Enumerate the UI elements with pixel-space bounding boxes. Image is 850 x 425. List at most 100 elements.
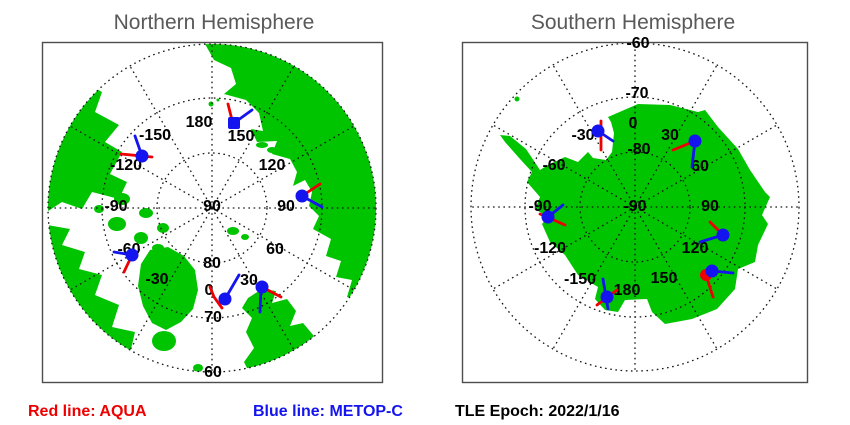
- lat-label-m70: -70: [625, 85, 648, 102]
- island-uk-1: [193, 364, 203, 372]
- satellite-marker: [119, 134, 154, 163]
- lat-label-m90: -90: [623, 198, 646, 215]
- north-hemisphere-panel: 180 -150 150 -120 120 -90 90 -60 60 -30 …: [41, 41, 384, 384]
- lat-label-70: 70: [204, 309, 222, 326]
- satellite-marker: [295, 182, 324, 209]
- satellite-dot: [228, 117, 240, 129]
- satellite-dot: [591, 124, 605, 138]
- island-arctic-8: [152, 244, 164, 252]
- satellite-dot: [295, 189, 309, 203]
- island-arctic-4: [108, 217, 126, 231]
- landmass-antarctica: [500, 104, 770, 324]
- legend-row: Red line: AQUA Blue line: METOP-C TLE Ep…: [28, 403, 620, 420]
- island-uk-2: [204, 370, 212, 372]
- satellite-marker: [538, 203, 567, 227]
- island-severnaya-2: [267, 147, 277, 153]
- satellite-marker: [226, 102, 254, 129]
- satellite-marker: [671, 134, 702, 169]
- lat-label-60: 60: [204, 364, 222, 381]
- latitude-ring-60: [47, 43, 377, 373]
- lon-label-60: 60: [691, 158, 709, 175]
- satellite-marker: [255, 280, 283, 314]
- lon-label-150: 150: [651, 270, 678, 287]
- legend-blue-metopc: Blue line: METOP-C: [253, 403, 403, 420]
- island-arctic-2: [114, 193, 130, 205]
- lon-label-0: 0: [629, 115, 638, 132]
- meridian-m60: [69, 207, 213, 291]
- landmass-eurasia: [205, 44, 376, 372]
- lon-label-30: 30: [240, 272, 258, 289]
- north-map-title: Northern Hemisphere: [114, 11, 315, 34]
- lon-label-m150: -150: [564, 271, 596, 288]
- lon-label-m30: -30: [571, 127, 594, 144]
- lon-label-90: 90: [277, 198, 295, 215]
- satellite-marker: [208, 273, 241, 310]
- north-landmasses: [48, 44, 376, 372]
- meridian-30: [211, 207, 295, 351]
- meridian-m60: [492, 124, 636, 208]
- meridian-150: [211, 65, 295, 209]
- meridian-120: [634, 206, 778, 290]
- island-arctic-7: [94, 205, 104, 213]
- meridian-150: [634, 206, 718, 350]
- satellite-dot: [688, 134, 702, 148]
- lon-label-60: 60: [266, 241, 284, 258]
- lon-label-30: 30: [661, 127, 679, 144]
- island-svalbard-2: [241, 234, 249, 240]
- aqua-track-line: [208, 285, 224, 310]
- meridian-m120: [69, 125, 213, 209]
- satellite-marker: [591, 119, 615, 152]
- lon-label-180: 180: [186, 114, 213, 131]
- island-arctic-3: [139, 208, 153, 218]
- meridian-60: [634, 124, 778, 208]
- lat-label-90: 90: [203, 198, 221, 215]
- latitude-ring-m80: [579, 151, 691, 263]
- lon-label-m150: -150: [139, 127, 171, 144]
- south-map-title: Southern Hemisphere: [531, 11, 735, 34]
- lon-label-m60: -60: [542, 157, 565, 174]
- meridian-m150: [129, 65, 213, 209]
- legend-tle-epoch: TLE Epoch: 2022/1/16: [455, 403, 620, 420]
- island-south-1: [514, 96, 520, 102]
- island-arctic-5: [134, 232, 148, 244]
- lat-label-80: 80: [203, 255, 221, 272]
- island-iceland: [152, 331, 176, 351]
- lon-label-150: 150: [228, 128, 255, 145]
- south-graticule: [470, 42, 800, 372]
- south-map-labels: -60 -70 -80 -90 0 30 60 90 120 150 180 -…: [528, 35, 719, 299]
- meridian-m30: [129, 207, 213, 351]
- north-satellite-markers: [112, 102, 324, 314]
- lat-label-m60: -60: [626, 35, 649, 52]
- north-map-border: [41, 41, 384, 384]
- lat-label-m80: -80: [627, 141, 650, 158]
- meridian-m120: [492, 206, 636, 290]
- south-hemisphere-panel: -60 -70 -80 -90 0 30 60 90 120 150 180 -…: [461, 35, 809, 384]
- satellite-dot: [135, 149, 149, 163]
- latitude-ring-80: [156, 152, 268, 264]
- meridian-30: [634, 64, 718, 208]
- island-svalbard-1: [227, 227, 239, 235]
- lon-label-m120: -120: [534, 240, 566, 257]
- landmass-alaska-chukotka: [48, 44, 127, 215]
- island-top-2: [216, 98, 220, 102]
- satellite-dot: [541, 210, 555, 224]
- landmass-greenland: [138, 247, 198, 330]
- island-top-1: [208, 101, 214, 107]
- satellite-dot: [716, 228, 730, 242]
- lon-label-120: 120: [682, 240, 709, 257]
- lon-label-180: 180: [614, 282, 641, 299]
- satellite-marker: [698, 220, 730, 244]
- island-severnaya-1: [256, 142, 268, 148]
- satellite-dot: [125, 248, 139, 262]
- meridian-m150: [552, 206, 636, 350]
- lon-label-m120: -120: [110, 157, 142, 174]
- satellite-marker: [595, 277, 619, 311]
- lon-label-m90: -90: [528, 198, 551, 215]
- landmass-scandinavia: [242, 289, 332, 372]
- legend-red-aqua: Red line: AQUA: [28, 403, 147, 420]
- satellite-dot: [218, 292, 232, 306]
- meridian-120: [211, 125, 355, 209]
- aqua-track-line: [704, 273, 715, 299]
